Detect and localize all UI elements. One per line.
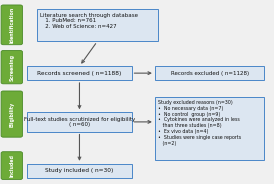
FancyBboxPatch shape	[27, 164, 132, 178]
Text: Study excluded reasons (n=30)
•  No necessary data (n=7)
•  No control  group (n: Study excluded reasons (n=30) • No neces…	[158, 100, 241, 146]
Text: Study included ( n=30): Study included ( n=30)	[45, 168, 114, 173]
FancyBboxPatch shape	[1, 5, 22, 45]
FancyBboxPatch shape	[155, 97, 264, 160]
FancyBboxPatch shape	[37, 9, 158, 41]
FancyBboxPatch shape	[1, 50, 22, 84]
FancyBboxPatch shape	[155, 66, 264, 80]
FancyBboxPatch shape	[1, 91, 22, 137]
Text: Included: Included	[9, 154, 14, 177]
Text: Screening: Screening	[9, 54, 14, 81]
FancyBboxPatch shape	[27, 112, 132, 132]
Text: Full-text studies scrutinized for eligibility
( n=60): Full-text studies scrutinized for eligib…	[24, 116, 135, 127]
Text: Records excluded ( n=1128): Records excluded ( n=1128)	[170, 71, 249, 76]
FancyBboxPatch shape	[1, 152, 22, 180]
Text: Eligibility: Eligibility	[9, 101, 14, 127]
FancyBboxPatch shape	[27, 66, 132, 80]
Text: Identification: Identification	[9, 7, 14, 43]
Text: Records screened ( n=1188): Records screened ( n=1188)	[37, 71, 122, 76]
Text: Literature search through database
   1. PubMed: n=761
   2. Web of Science: n=4: Literature search through database 1. Pu…	[40, 13, 138, 29]
